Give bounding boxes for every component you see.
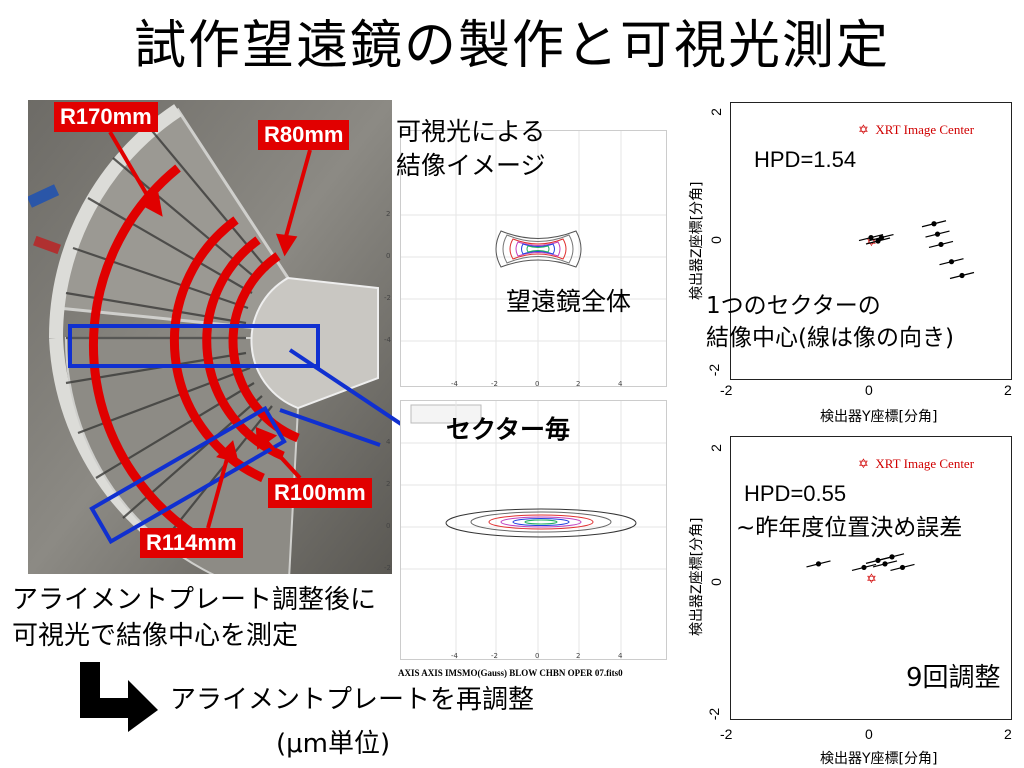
image-center-point (938, 241, 944, 248)
scatter-plot-top: ✡ (730, 102, 1012, 380)
top-x-tick-2: 2 (1004, 382, 1012, 398)
contour-plot-sector (401, 401, 666, 659)
legend-bottom: ✡ XRT Image Center (858, 456, 975, 471)
contour-plot-whole (401, 131, 666, 386)
visible-image-sector (400, 400, 667, 660)
radius-label-r80: R80mm (258, 120, 350, 150)
image-center-point (889, 554, 895, 560)
sector-y-tick-3: -2 (384, 564, 391, 572)
scatter-plot-bottom: ✡ (730, 436, 1012, 720)
image-center-point (948, 259, 955, 265)
telescope-photo (28, 100, 392, 574)
image-center-point (861, 564, 867, 571)
image-center-point (934, 231, 941, 237)
top-x-tick-0: -2 (720, 382, 733, 398)
sector-label: セクター毎 (446, 415, 571, 444)
sector-annotation-line1: 1つのセクターの (706, 293, 881, 319)
legend-top-label: XRT Image Center (875, 122, 975, 137)
top-y-tick-0: 2 (707, 108, 724, 116)
xrt-center-marker: ✡ (866, 572, 877, 587)
adjust-count: 9回調整 (906, 663, 1001, 693)
image-center-point (959, 272, 965, 279)
visible-caption-line1: 可視光による (396, 117, 546, 146)
bottom-x-tick-0: -2 (720, 726, 733, 742)
scatter-plot-bottom-canvas: ✡ (806, 553, 915, 587)
visible-image-whole (400, 130, 667, 387)
unit-text: (μm単位) (276, 729, 391, 759)
sector-x-tick-2: 0 (535, 652, 540, 660)
sector-x-tick-1: -2 (491, 652, 498, 660)
sector-x-tick-0: -4 (451, 652, 458, 660)
slide-title: 試作望遠鏡の製作と可視光測定 (133, 16, 890, 76)
sector-y-tick-1: 2 (386, 480, 391, 488)
legend-bottom-label: XRT Image Center (875, 456, 975, 471)
error-note: ~昨年度位置決め誤差 (736, 515, 963, 541)
bottom-x-axis-label: 検出器Y座標[分角] (820, 751, 938, 767)
bottom-y-axis-label: 検出器Z座標[分角] (689, 517, 705, 636)
top-y-axis-label: 検出器Z座標[分角] (689, 181, 705, 300)
radius-label-r100: R100mm (268, 478, 372, 508)
whole-x-tick-0: -4 (451, 380, 458, 388)
sector-x-tick-4: 4 (618, 652, 623, 660)
whole-x-tick-4: 4 (618, 380, 623, 388)
whole-y-tick-2: -2 (384, 294, 391, 302)
whole-telescope-label: 望遠鏡全体 (506, 287, 632, 316)
image-center-point (875, 238, 881, 244)
readjust-text: アライメントプレートを再調整 (170, 685, 535, 715)
top-y-tick-1: 0 (707, 236, 724, 244)
note-line1: アライメントプレート調整後に (12, 585, 377, 615)
top-x-tick-1: 0 (865, 382, 873, 398)
sector-y-tick-2: 0 (386, 522, 391, 530)
radius-label-r170: R170mm (54, 102, 158, 132)
hpd-bottom: HPD=0.55 (744, 481, 847, 506)
image-center-point (815, 561, 822, 567)
bottom-x-tick-2: 2 (1004, 726, 1012, 742)
legend-top: ✡ XRT Image Center (858, 122, 975, 137)
whole-y-tick-1: 0 (386, 252, 391, 260)
image-center-point (899, 564, 906, 571)
whole-x-tick-1: -2 (491, 380, 498, 388)
image-center-point (878, 234, 885, 241)
whole-x-tick-2: 0 (535, 380, 540, 388)
bottom-x-tick-1: 0 (865, 726, 873, 742)
whole-y-tick-0: 2 (386, 210, 391, 218)
image-center-point (868, 234, 874, 241)
hpd-top: HPD=1.54 (754, 147, 857, 172)
top-y-tick-2: -2 (706, 363, 723, 377)
image-center-point (882, 561, 888, 567)
contour-footer: AXIS AXIS IMSMO(Gauss) BLOW CHBN OPER 07… (398, 668, 623, 678)
radius-label-r114: R114mm (140, 528, 243, 558)
note-line2: 可視光で結像中心を測定 (12, 621, 299, 651)
sector-x-tick-3: 2 (576, 652, 581, 660)
scatter-plot-top-canvas: ✡ (858, 220, 975, 280)
whole-y-tick-3: -4 (384, 336, 391, 344)
top-x-axis-label: 検出器Y座標[分角] (820, 409, 938, 425)
bottom-y-tick-0: 2 (707, 444, 724, 452)
image-center-point (875, 557, 881, 563)
image-center-point (931, 221, 937, 227)
sector-annotation-line2: 結像中心(線は像の向き) (706, 325, 954, 351)
bottom-y-tick-2: -2 (706, 707, 723, 721)
sector-y-tick-0: 4 (386, 438, 391, 446)
right-turn-arrow-icon (80, 662, 158, 732)
whole-x-tick-3: 2 (576, 380, 581, 388)
visible-caption-line2: 結像イメージ (396, 151, 546, 180)
bottom-y-tick-1: 0 (707, 578, 724, 586)
